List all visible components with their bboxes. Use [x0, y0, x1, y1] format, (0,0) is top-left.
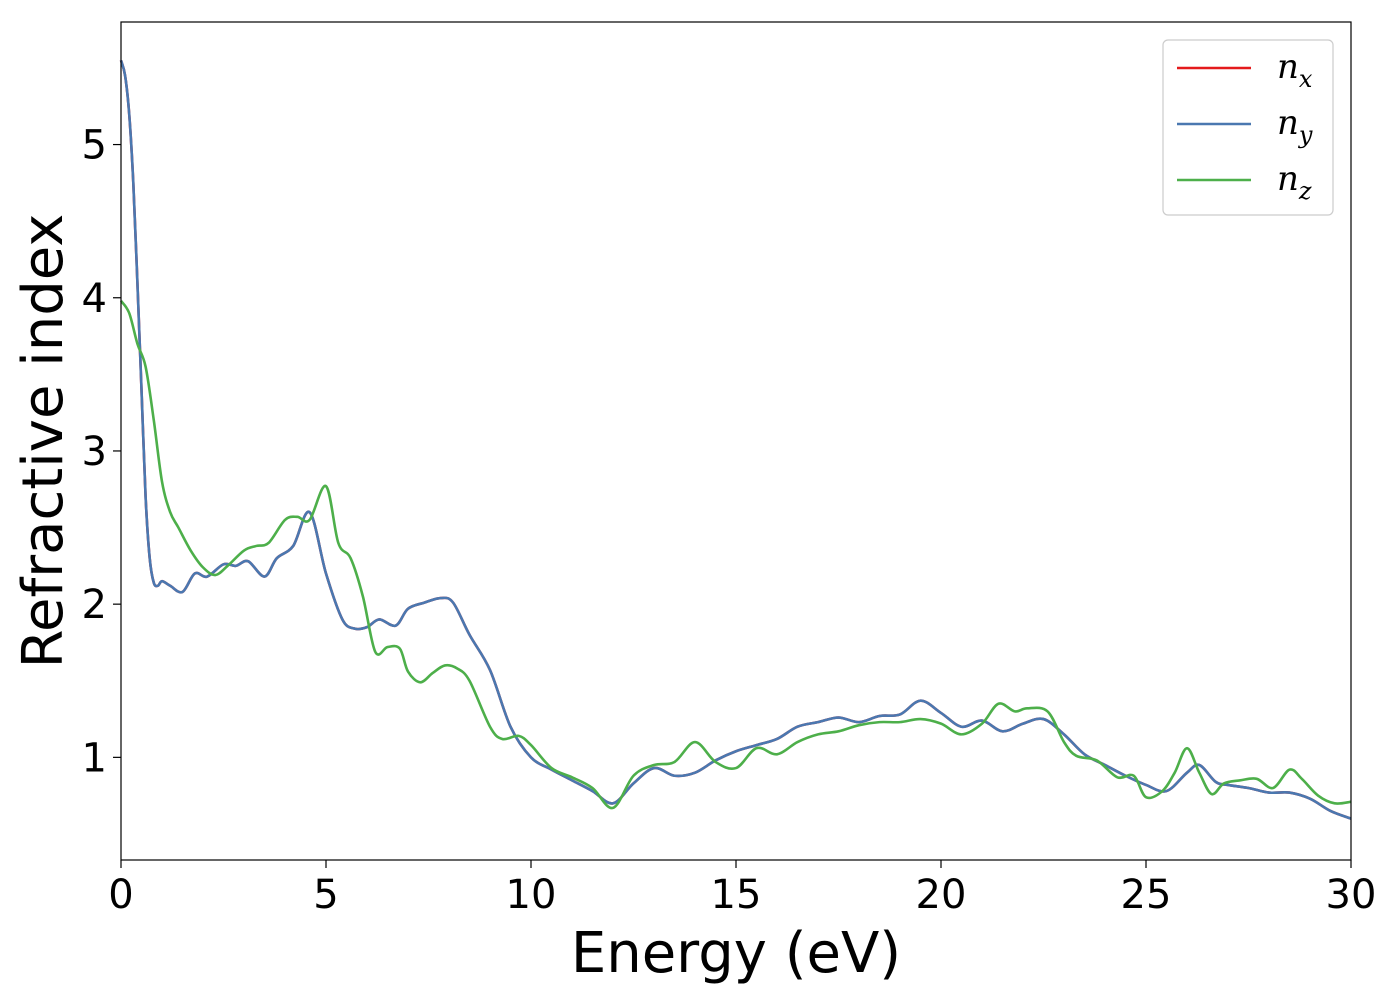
x-tick-label: 25	[1121, 872, 1172, 918]
y-tick-label: 3	[82, 429, 107, 475]
legend-label-main: n	[1277, 103, 1299, 143]
x-axis-label: Energy (eV)	[571, 921, 901, 986]
legend-label-nz: nz	[1277, 159, 1312, 205]
y-tick-label: 2	[82, 582, 107, 628]
axis-ticks: 0 5 10 15 20 25 30 1 2 3 4 5	[82, 123, 1377, 918]
series-lines	[119, 59, 1352, 820]
legend-label-main: n	[1277, 47, 1299, 87]
y-axis-label: Refractive index	[11, 214, 76, 669]
legend-box	[1162, 39, 1334, 216]
legend-label-nx: nx	[1277, 47, 1313, 93]
series-line-nz	[119, 300, 1352, 810]
y-tick-label: 5	[82, 123, 107, 169]
legend-label-subscript: z	[1298, 177, 1312, 205]
x-tick-label: 10	[506, 872, 557, 918]
x-tick-label: 20	[916, 872, 967, 918]
series-line-ny	[119, 59, 1352, 820]
x-tick-label: 5	[313, 872, 338, 918]
legend-label-ny: ny	[1277, 103, 1313, 149]
legend-label-subscript: y	[1298, 121, 1313, 149]
x-tick-label: 0	[108, 872, 133, 918]
x-tick-label: 30	[1326, 872, 1377, 918]
x-tick-label: 15	[711, 872, 762, 918]
legend-label-subscript: x	[1299, 65, 1313, 93]
y-tick-label: 1	[82, 735, 107, 781]
y-tick-label: 4	[82, 276, 107, 322]
legend-label-main: n	[1277, 159, 1299, 199]
